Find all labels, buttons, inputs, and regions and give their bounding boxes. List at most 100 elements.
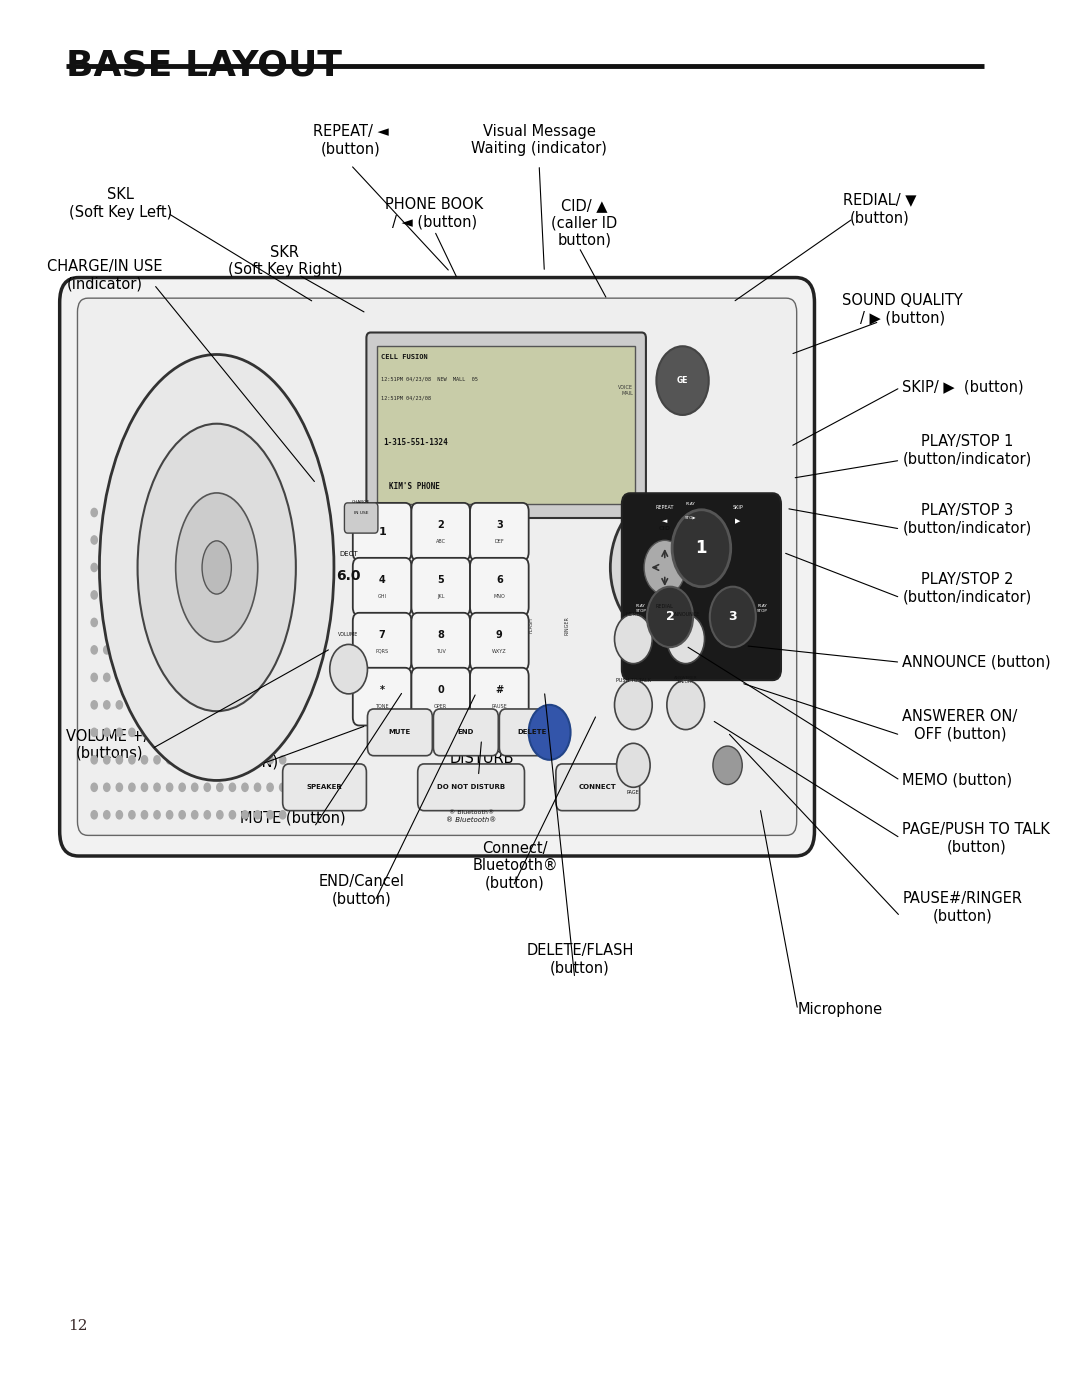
Circle shape (191, 728, 198, 736)
Ellipse shape (202, 541, 231, 594)
Circle shape (204, 728, 211, 736)
Text: DO NOT DISTURB: DO NOT DISTURB (437, 785, 505, 790)
Circle shape (91, 591, 97, 599)
Text: MEMO: MEMO (625, 611, 642, 617)
FancyBboxPatch shape (499, 709, 564, 756)
Circle shape (229, 756, 235, 764)
Circle shape (166, 618, 173, 627)
Circle shape (204, 536, 211, 544)
Text: Microphone: Microphone (798, 1003, 882, 1017)
Circle shape (242, 728, 248, 736)
Text: VOICE
MAIL: VOICE MAIL (619, 385, 633, 396)
Circle shape (141, 783, 148, 791)
FancyBboxPatch shape (470, 668, 529, 725)
Circle shape (153, 728, 160, 736)
Text: ABC: ABC (435, 539, 446, 544)
Circle shape (217, 536, 222, 544)
Circle shape (91, 563, 97, 572)
Circle shape (242, 756, 248, 764)
Text: REDIAL: REDIAL (656, 605, 674, 609)
Circle shape (166, 563, 173, 572)
Circle shape (179, 536, 186, 544)
Text: 3: 3 (496, 519, 502, 530)
Circle shape (104, 508, 110, 517)
Circle shape (91, 536, 97, 544)
Circle shape (104, 783, 110, 791)
Text: DELETE/FLASH
(button): DELETE/FLASH (button) (526, 943, 634, 976)
Circle shape (153, 508, 160, 517)
Text: SPEAKER
(BUTTON): SPEAKER (BUTTON) (206, 736, 279, 769)
Circle shape (255, 783, 260, 791)
Circle shape (117, 618, 122, 627)
Circle shape (141, 673, 148, 682)
Ellipse shape (176, 493, 258, 642)
Text: 1: 1 (696, 539, 707, 558)
Text: 1: 1 (378, 526, 386, 537)
Circle shape (267, 701, 273, 709)
Circle shape (141, 756, 148, 764)
Text: TUV: TUV (436, 649, 446, 654)
Circle shape (129, 563, 135, 572)
Circle shape (179, 783, 186, 791)
Circle shape (615, 680, 652, 730)
Circle shape (217, 701, 222, 709)
Circle shape (129, 536, 135, 544)
Circle shape (280, 811, 286, 819)
Circle shape (141, 811, 148, 819)
Circle shape (242, 701, 248, 709)
Text: SKL
(Soft Key Left): SKL (Soft Key Left) (69, 187, 172, 220)
Circle shape (153, 591, 160, 599)
Text: KIM'S PHONE: KIM'S PHONE (390, 482, 441, 492)
Circle shape (204, 591, 211, 599)
Text: 1-315-551-1324: 1-315-551-1324 (383, 438, 448, 448)
Text: WXYZ: WXYZ (492, 649, 507, 654)
Circle shape (91, 618, 97, 627)
Circle shape (91, 728, 97, 736)
Circle shape (267, 536, 273, 544)
Text: PHONE BOOK
/ ◄ (button): PHONE BOOK / ◄ (button) (386, 196, 484, 229)
Text: GE: GE (677, 376, 688, 385)
Circle shape (229, 728, 235, 736)
Circle shape (267, 811, 273, 819)
FancyBboxPatch shape (345, 503, 378, 533)
Circle shape (255, 811, 260, 819)
Circle shape (153, 756, 160, 764)
Text: PLAY
STOP: PLAY STOP (757, 605, 768, 613)
Circle shape (255, 756, 260, 764)
Circle shape (166, 728, 173, 736)
Text: RINGER: RINGER (565, 616, 570, 635)
Circle shape (141, 701, 148, 709)
Text: SKR
(Soft Key Right): SKR (Soft Key Right) (228, 245, 342, 278)
Text: TONE: TONE (375, 703, 389, 709)
Circle shape (191, 536, 198, 544)
Text: ANNOUNCE: ANNOUNCE (672, 611, 700, 617)
Circle shape (153, 563, 160, 572)
Circle shape (191, 756, 198, 764)
Circle shape (204, 563, 211, 572)
Circle shape (141, 646, 148, 654)
Circle shape (229, 811, 235, 819)
Circle shape (191, 563, 198, 572)
Circle shape (191, 508, 198, 517)
Circle shape (622, 511, 707, 624)
Text: DEF: DEF (495, 539, 504, 544)
Circle shape (91, 646, 97, 654)
Text: PLAY/STOP 3
(button/indicator): PLAY/STOP 3 (button/indicator) (903, 503, 1031, 536)
Circle shape (267, 783, 273, 791)
Circle shape (129, 508, 135, 517)
Circle shape (129, 618, 135, 627)
Circle shape (242, 591, 248, 599)
Circle shape (267, 756, 273, 764)
Text: 3: 3 (729, 610, 738, 624)
Circle shape (229, 563, 235, 572)
Text: ® Bluetooth®: ® Bluetooth® (448, 809, 494, 815)
Circle shape (117, 728, 122, 736)
Circle shape (280, 618, 286, 627)
Circle shape (529, 705, 570, 760)
Text: CID/ ▲
(caller ID
button): CID/ ▲ (caller ID button) (551, 198, 618, 247)
Circle shape (166, 811, 173, 819)
Circle shape (204, 673, 211, 682)
Circle shape (166, 508, 173, 517)
Circle shape (129, 591, 135, 599)
Text: MEMO (button): MEMO (button) (903, 774, 1013, 787)
